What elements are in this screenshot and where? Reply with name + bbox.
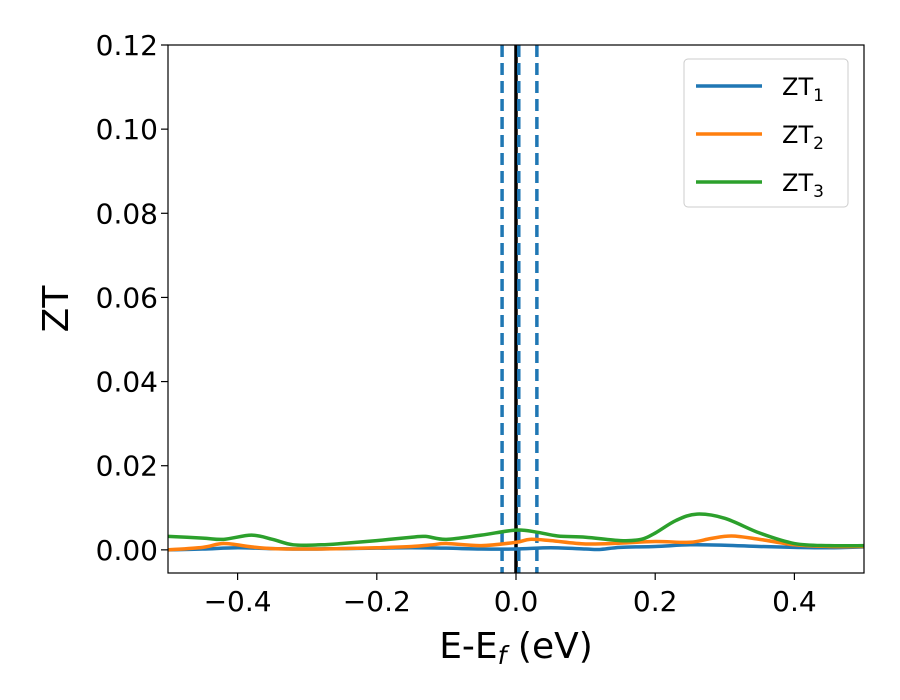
x-tick-label: −0.2 (343, 585, 411, 618)
legend-label-sub: 2 (813, 134, 824, 154)
x-axis-title: E-Ef (eV) (439, 626, 593, 670)
legend-label-zt1: ZT1 (782, 73, 824, 106)
y-axis-title: ZT (36, 285, 77, 333)
y-tick-label: 0.08 (96, 197, 158, 230)
legend-label-main: ZT (782, 169, 813, 197)
series-line-zt2 (168, 534, 864, 552)
x-tick-label: 0.0 (494, 585, 539, 618)
y-tick-label: 0.04 (96, 366, 158, 399)
x-axis-title-unit: (eV) (506, 626, 592, 667)
y-tick-label: 0.02 (96, 450, 158, 483)
legend-label-main: ZT (782, 121, 813, 149)
x-axis-title-main: E-E (439, 626, 497, 667)
x-tick-label: −0.4 (204, 585, 272, 618)
legend-label-sub: 3 (813, 182, 824, 202)
legend-box (683, 58, 849, 208)
y-tick-label: 0.10 (96, 113, 158, 146)
y-tick-label: 0.00 (96, 534, 158, 567)
series-line-zt3 (168, 512, 864, 548)
y-tick-label: 0.06 (96, 281, 158, 314)
x-axis-ticks: −0.4 −0.2 0.0 0.2 0.4 (204, 573, 817, 618)
legend-label-main: ZT (782, 73, 813, 101)
x-tick-label: 0.4 (772, 585, 817, 618)
reference-lines (500, 45, 539, 573)
legend-label-zt3: ZT3 (782, 169, 824, 202)
series-layer (168, 512, 864, 552)
y-tick-label: 0.12 (96, 29, 158, 62)
legend-label-sub: 1 (813, 86, 824, 106)
y-axis-ticks: 0.00 0.02 0.04 0.06 0.08 0.10 0.12 (96, 29, 168, 567)
legend-label-zt2: ZT2 (782, 121, 824, 154)
x-tick-label: 0.2 (633, 585, 678, 618)
